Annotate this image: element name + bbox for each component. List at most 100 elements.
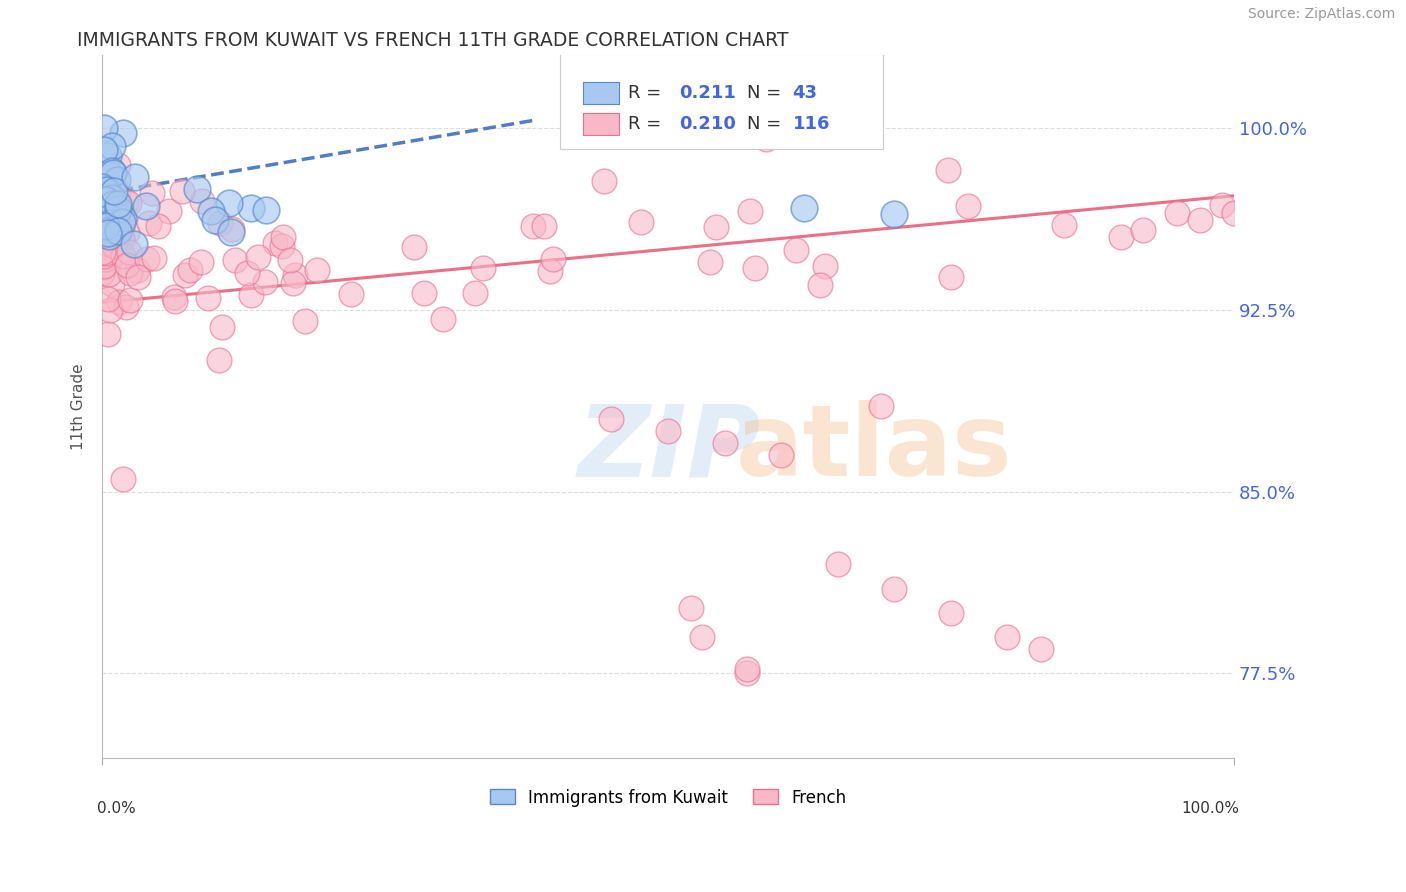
FancyBboxPatch shape	[583, 82, 619, 104]
Point	[103, 184, 125, 198]
Y-axis label: 11th Grade: 11th Grade	[72, 363, 86, 450]
Point	[956, 199, 979, 213]
Point	[111, 249, 134, 263]
Point	[97, 167, 120, 181]
Point	[533, 219, 555, 233]
Text: 0.0%: 0.0%	[97, 800, 135, 815]
Point	[142, 251, 165, 265]
Point	[172, 184, 194, 198]
Point	[240, 288, 263, 302]
Point	[281, 276, 304, 290]
Point	[657, 424, 679, 438]
Point	[592, 174, 614, 188]
Point	[294, 314, 316, 328]
Point	[100, 223, 122, 237]
Point	[827, 558, 849, 572]
Point	[110, 214, 132, 228]
Point	[713, 436, 735, 450]
Point	[271, 230, 294, 244]
Point	[98, 249, 121, 263]
Point	[735, 662, 758, 676]
Point	[110, 232, 132, 246]
Text: N =: N =	[747, 115, 787, 133]
Point	[997, 630, 1019, 644]
Point	[96, 233, 118, 247]
Point	[1188, 213, 1211, 227]
Point	[157, 203, 180, 218]
Point	[97, 183, 120, 197]
Point	[97, 327, 120, 342]
Point	[101, 197, 124, 211]
Point	[247, 250, 270, 264]
Point	[163, 293, 186, 308]
Text: ZIP: ZIP	[578, 401, 761, 498]
Point	[118, 267, 141, 281]
Point	[1031, 642, 1053, 657]
Point	[472, 260, 495, 275]
Point	[735, 666, 758, 681]
Text: 100.0%: 100.0%	[1181, 800, 1240, 815]
Point	[253, 275, 276, 289]
Point	[208, 353, 231, 368]
Point	[179, 262, 201, 277]
Point	[740, 203, 762, 218]
Point	[221, 222, 243, 236]
Point	[135, 199, 157, 213]
Point	[190, 254, 212, 268]
Point	[543, 252, 565, 267]
Point	[107, 197, 129, 211]
Point	[224, 252, 246, 267]
Point	[204, 213, 226, 227]
Point	[124, 169, 146, 184]
Text: 43: 43	[793, 84, 817, 102]
Point	[103, 166, 125, 180]
Point	[744, 260, 766, 275]
Point	[93, 121, 115, 136]
Text: N =: N =	[747, 84, 787, 102]
Point	[107, 222, 129, 236]
Point	[107, 224, 129, 238]
Point	[1132, 223, 1154, 237]
Point	[94, 252, 117, 267]
Point	[91, 245, 114, 260]
Point	[211, 319, 233, 334]
Point	[240, 201, 263, 215]
Point	[101, 277, 124, 291]
Point	[278, 253, 301, 268]
Point	[412, 286, 434, 301]
Point	[191, 194, 214, 208]
Point	[107, 158, 129, 172]
Point	[114, 301, 136, 315]
Point	[105, 201, 128, 215]
Point	[704, 220, 727, 235]
Point	[100, 138, 122, 153]
Point	[105, 172, 128, 186]
Point	[93, 209, 115, 223]
Point	[339, 287, 361, 301]
Point	[98, 302, 121, 317]
Point	[127, 263, 149, 277]
Point	[690, 630, 713, 644]
FancyBboxPatch shape	[561, 54, 883, 149]
Point	[464, 286, 486, 301]
Point	[936, 162, 959, 177]
Point	[115, 195, 138, 210]
Point	[124, 237, 146, 252]
Point	[814, 260, 837, 274]
Point	[103, 238, 125, 252]
Point	[939, 270, 962, 285]
Point	[755, 132, 778, 146]
Point	[218, 195, 240, 210]
Point	[883, 207, 905, 221]
Point	[307, 263, 329, 277]
Point	[186, 182, 208, 196]
Point	[808, 278, 831, 293]
Point	[264, 235, 287, 250]
Point	[97, 149, 120, 163]
Point	[111, 473, 134, 487]
Point	[146, 219, 169, 234]
Point	[96, 245, 118, 260]
Point	[98, 229, 121, 244]
Point	[93, 144, 115, 158]
Point	[115, 258, 138, 272]
